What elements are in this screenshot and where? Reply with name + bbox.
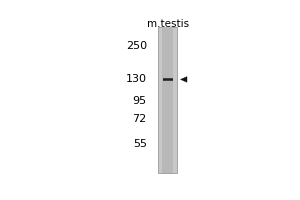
Bar (163, 79, 173, 80)
Polygon shape (181, 77, 187, 82)
Text: 250: 250 (126, 41, 147, 51)
Bar (163, 78, 173, 81)
Text: 55: 55 (133, 139, 147, 149)
Bar (158, 27, 177, 173)
Text: 95: 95 (133, 96, 147, 106)
Text: 72: 72 (133, 114, 147, 124)
Text: m.testis: m.testis (147, 19, 189, 29)
Bar (162, 27, 173, 173)
Text: 130: 130 (126, 74, 147, 84)
